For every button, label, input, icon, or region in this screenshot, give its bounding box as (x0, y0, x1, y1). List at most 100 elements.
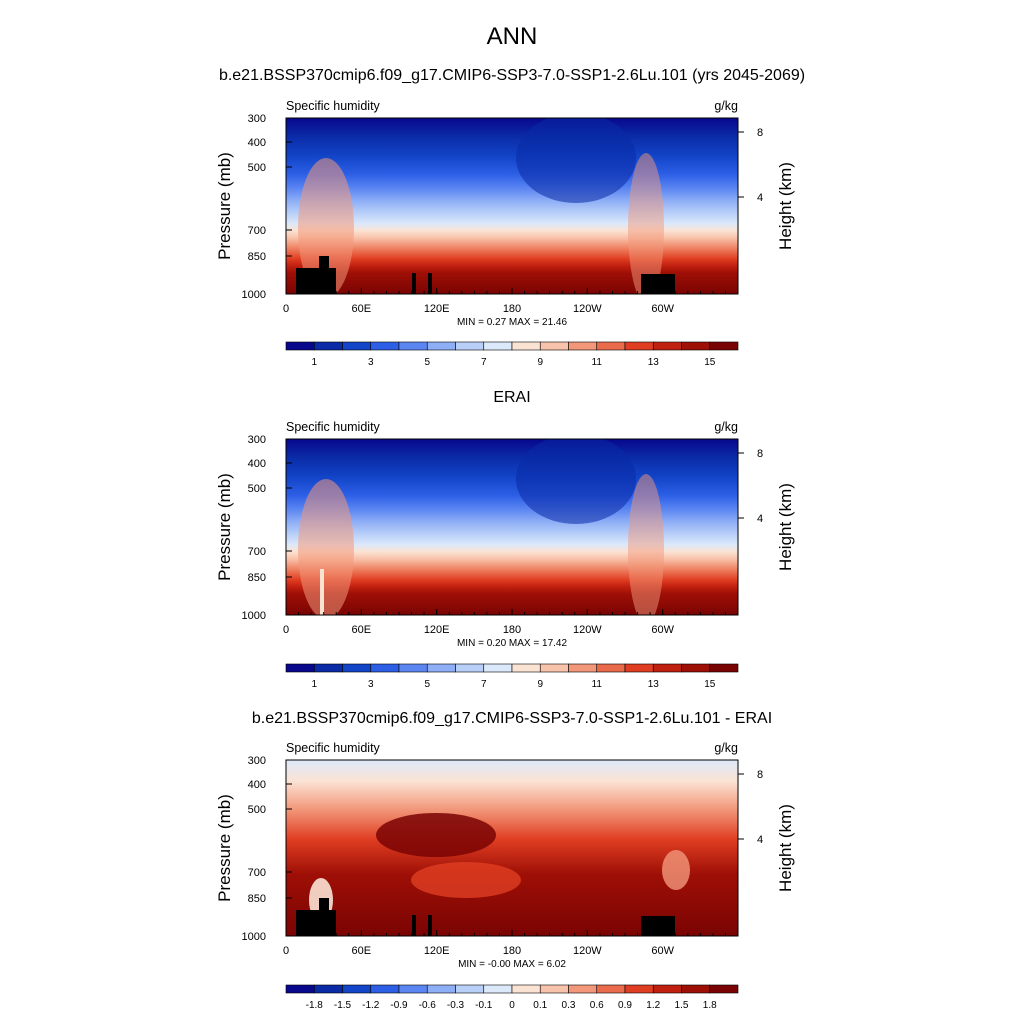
panel-variable-label: Specific humidity (286, 420, 381, 434)
colorbar-label: 13 (648, 679, 660, 690)
x-tick-label: 180 (503, 945, 521, 957)
y-tick-label: 700 (248, 867, 266, 879)
colorbar-swatch (455, 984, 485, 994)
colorbar-label: 15 (704, 357, 716, 368)
colorbar-swatch (511, 663, 541, 673)
moist-bulge-africa (298, 479, 354, 615)
x-tick-label: 60W (651, 624, 674, 636)
y-tick-label: 300 (248, 434, 266, 446)
colorbar-swatch (455, 663, 485, 673)
colorbar-swatch (426, 341, 456, 351)
panel-variable-label: Specific humidity (286, 741, 381, 755)
colorbar-label: -0.6 (419, 1000, 437, 1011)
x-tick-label: 0 (283, 945, 289, 957)
colorbar-label: 3 (368, 679, 374, 690)
colorbar-label: 0.9 (618, 1000, 632, 1011)
panel-variable-label: Specific humidity (286, 99, 381, 113)
colorbar-swatch (426, 984, 456, 994)
colorbar-swatch (285, 663, 315, 673)
colorbar-swatch (539, 663, 569, 673)
colorbar-label: 9 (537, 357, 543, 368)
colorbar-swatch (511, 984, 541, 994)
colorbar-label: 11 (592, 679, 603, 690)
x-tick-label: 180 (503, 303, 521, 315)
humidity-shading (286, 118, 738, 294)
y-tick-label: 850 (248, 251, 266, 263)
panel-title: ERAI (493, 389, 530, 406)
figure-title: ANN (487, 23, 538, 50)
colorbar-label: 0.6 (590, 1000, 604, 1011)
colorbar-swatch (709, 984, 739, 994)
y-axis-label: Pressure (mb) (215, 794, 234, 902)
colorbar-swatch (596, 341, 626, 351)
colorbar-label: 1.5 (675, 1000, 689, 1011)
colorbar-swatch (539, 984, 569, 994)
y-tick-label: 850 (248, 572, 266, 584)
y-tick-label: 500 (248, 483, 266, 495)
colorbar-swatch (596, 984, 626, 994)
x-tick-label: 60E (352, 945, 372, 957)
colorbar-label: 5 (424, 357, 430, 368)
moist-bulge-south-america (628, 474, 664, 615)
colorbar-label: 5 (424, 679, 430, 690)
panel-title: b.e21.BSSP370cmip6.f09_g17.CMIP6-SSP3-7.… (219, 67, 805, 84)
colorbar-swatch (652, 341, 682, 351)
y2-axis-label: Height (km) (776, 804, 795, 892)
colorbar-swatch (483, 663, 513, 673)
y-tick-label: 500 (248, 162, 266, 174)
colorbar-label: -0.9 (390, 1000, 408, 1011)
colorbar-label: 0 (509, 1000, 515, 1011)
colorbar-swatch (342, 663, 372, 673)
panel-title: b.e21.BSSP370cmip6.f09_g17.CMIP6-SSP3-7.… (252, 710, 772, 727)
topography-mask (296, 268, 336, 294)
humidity-shading (286, 439, 738, 615)
difference-lobe-pacific (411, 862, 521, 898)
y-tick-label: 500 (248, 804, 266, 816)
x-tick-label: 0 (283, 624, 289, 636)
panel-units-label: g/kg (714, 420, 738, 434)
y-axis-label: Pressure (mb) (215, 473, 234, 581)
colorbar-label: 13 (648, 357, 660, 368)
colorbar-swatch (568, 984, 598, 994)
colorbar-swatch (370, 984, 400, 994)
colorbar-swatch (624, 663, 654, 673)
topography-mask (412, 915, 416, 936)
moist-bulge-africa (298, 158, 354, 294)
x-tick-label: 180 (503, 624, 521, 636)
colorbar: -1.8 -1.5 -1.2 -0.9 -0.6 -0.3 -0.1 0 0.1 0.3 0.6 0.… (285, 984, 739, 1011)
y2-tick-label: 4 (757, 513, 763, 525)
colorbar-swatch (313, 341, 343, 351)
y-tick-label: 1000 (242, 289, 266, 301)
x-tick-label: 60W (651, 945, 674, 957)
panel-2: ERAI Specific humidity g/kg 0 60E 120E 180 120W… (215, 389, 795, 690)
y-tick-label: 850 (248, 893, 266, 905)
colorbar-label: 7 (481, 357, 487, 368)
humidity-spike (320, 569, 324, 615)
difference-gradient (286, 760, 738, 936)
y2-tick-label: 8 (757, 127, 763, 139)
y-tick-label: 700 (248, 546, 266, 558)
x-tick-label: 60W (651, 303, 674, 315)
colorbar-swatch (398, 984, 428, 994)
y-tick-label: 700 (248, 225, 266, 237)
colorbar-label: 1.8 (703, 1000, 717, 1011)
colorbar-swatch (285, 341, 315, 351)
topography-mask (428, 915, 432, 936)
y-tick-label: 1000 (242, 931, 266, 943)
colorbar-swatch (370, 663, 400, 673)
x-tick-label: 120W (573, 303, 602, 315)
colorbar-swatch (313, 663, 343, 673)
colorbar-label: 0.1 (533, 1000, 547, 1011)
panel-units-label: g/kg (714, 741, 738, 755)
x-tick-label: 120W (573, 945, 602, 957)
colorbar-swatch (568, 663, 598, 673)
colorbar-label: 1 (311, 679, 317, 690)
y-axis-label: Pressure (mb) (215, 152, 234, 260)
difference-lobe-america (662, 850, 690, 890)
colorbar-swatch (511, 341, 541, 351)
colorbar-label: 0.3 (562, 1000, 576, 1011)
colorbar-swatch (370, 341, 400, 351)
x-tick-label: 60E (352, 624, 372, 636)
min-max-stats: MIN = 0.27 MAX = 21.46 (457, 317, 567, 328)
